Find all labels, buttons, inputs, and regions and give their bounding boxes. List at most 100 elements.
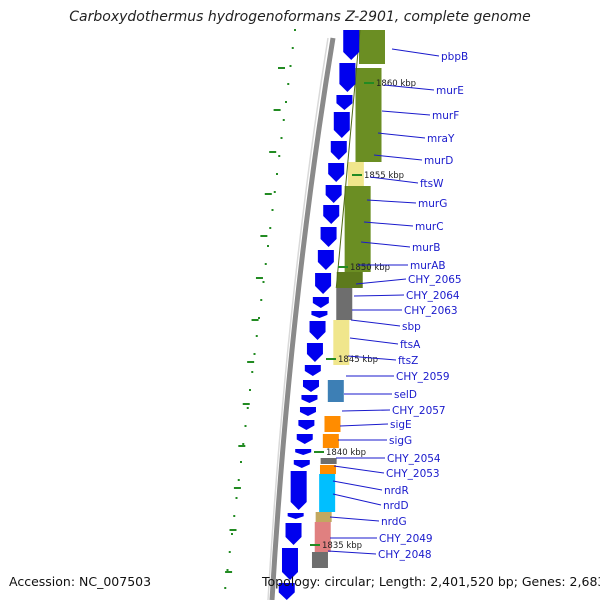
leader-line [366,199,417,204]
gene-label-pbpb: pbpB [441,51,468,63]
category-segment [344,186,371,272]
gene-arrow [281,548,298,580]
category-segment [320,458,337,464]
gene-arrow [317,250,334,270]
gene-arrow [325,185,342,203]
gene-label-murg: murG [418,198,447,210]
gene-arrow [311,311,328,318]
leader-line [327,550,377,555]
category-segment [324,416,341,432]
gene-label-chy_2054: CHY_2054 [387,453,441,465]
gene-label-mure: murE [436,85,464,97]
leader-line [353,294,405,297]
leader-line [329,516,380,522]
topology-text: Topology: circular; Length: 2,401,520 bp… [262,574,600,589]
gene-arrows-track [278,30,360,600]
gene-arrow [333,112,350,138]
gene-label-chy_2057: CHY_2057 [392,405,446,417]
category-segment [336,288,353,320]
gene-label-murab: murAB [410,260,446,272]
category-segment [336,272,363,288]
kbp-label: 1860 kbp [376,79,416,89]
kbp-label: 1835 kbp [322,541,362,551]
gene-label-murd: murD [424,155,453,167]
gene-arrow [301,395,318,403]
kbp-label: 1850 kbp [350,263,390,273]
leader-line [383,84,435,91]
functional-category-band [311,29,385,568]
gene-arrow [290,471,307,510]
gene-arrow [339,63,356,92]
gene-arrow [315,273,332,294]
gene-label-sige: sigE [390,419,412,431]
accession-text: Accession: NC_007503 [9,574,152,589]
gene-arrow [298,420,315,430]
kbp-label: 1845 kbp [338,355,378,365]
leader-line [332,480,383,491]
gene-arrow [278,583,295,600]
category-segment [319,474,336,512]
gene-arrow [299,407,316,416]
gene-arrow [312,297,329,308]
gene-arrow [293,460,310,468]
category-segment [333,320,350,365]
gene-label-chy_2064: CHY_2064 [406,290,460,302]
category-segment [311,552,328,568]
gene-arrow [330,141,347,160]
gene-labels: pbpB murE murF mraY murD ftsW murG murC murB murA… [327,48,468,561]
gene-arrow [287,513,304,519]
gene-arrow [306,343,323,362]
gene-arrow [309,321,326,340]
category-segment [322,434,339,448]
gene-arrow [285,523,302,545]
leader-line [350,319,401,327]
category-segment [359,30,385,64]
leader-line [333,465,385,474]
gene-label-chy_2065: CHY_2065 [408,274,462,286]
leader-line [347,355,397,361]
category-band-edge [335,29,361,289]
leader-line [355,278,407,285]
leader-line [391,48,440,57]
kbp-label: 1855 kbp [364,171,404,181]
leader-line [363,221,414,227]
map-title: Carboxydothermus hydrogenoformans Z-2901… [69,9,531,25]
backbone-arc-inner [267,37,329,600]
category-segment [327,380,344,402]
gene-label-nrdd: nrdD [383,500,409,512]
gene-label-nrdr: nrdR [384,485,409,497]
gene-label-ftsz: ftsZ [398,355,418,367]
gene-label-murb: murB [412,242,440,254]
leader-line [373,154,423,161]
leader-line [360,241,411,248]
kbp-labels: 1860 kbp 1855 kbp 1850 kbp 1845 kbp 1840 kbp… [310,79,416,551]
gene-arrow [302,380,319,392]
gene-label-seld: selD [394,389,417,401]
gene-label-ftsa: ftsA [400,339,421,351]
gene-label-nrdg: nrdG [381,516,407,528]
gene-arrow [296,434,313,444]
gene-arrow [328,163,345,182]
gene-arrow [343,30,360,60]
gene-arrow [323,205,340,224]
leader-line [341,409,391,412]
gene-label-chy_2059: CHY_2059 [396,371,450,383]
gene-arrow [336,95,353,110]
gene-label-ftsw: ftsW [420,178,444,190]
tick-marks [224,29,296,589]
leader-line [332,493,382,506]
category-segment [356,64,373,68]
leader-line [377,132,426,139]
gene-label-mray: mraY [427,133,455,145]
leader-line [349,337,399,345]
kbp-label: 1840 kbp [326,448,366,458]
gene-label-sigg: sigG [389,435,412,447]
gene-label-chy_2063: CHY_2063 [404,305,458,317]
leader-line [339,423,389,427]
gene-arrow [295,449,312,455]
gene-label-chy_2048: CHY_2048 [378,549,432,561]
category-segment [315,512,332,522]
gene-arrow [320,227,337,247]
leader-line [369,176,419,184]
